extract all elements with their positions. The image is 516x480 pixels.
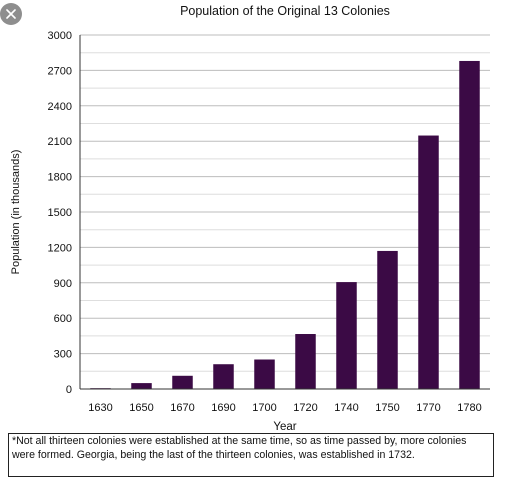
y-tick-label: 2100 [48,136,72,148]
bar-1670 [172,375,193,389]
x-tick-label: 1700 [252,402,276,414]
x-axis-label: Year [273,421,297,433]
bar-1650 [131,383,152,389]
bar-1750 [377,250,398,389]
x-tick-label: 1780 [457,402,481,414]
bar-1770 [418,135,439,389]
chart-title: Population of the Original 13 Colonies [180,4,390,18]
y-tick-label: 300 [54,349,72,361]
y-tick-label: 0 [66,384,72,396]
y-tick-label: 1200 [48,242,72,254]
x-tick-label: 1630 [88,402,112,414]
x-tick-label: 1750 [375,402,399,414]
y-tick-labels: 0 300 600 900 1200 1500 1800 2100 2400 2700 3000 [48,30,72,396]
bar-1780 [459,60,480,390]
x-tick-label: 1670 [170,402,194,414]
close-icon [6,9,16,19]
y-tick-label: 3000 [48,30,72,42]
bars [90,60,480,390]
x-tick-labels: 1630 1650 1670 1690 1700 1720 1740 1750 1770 1780 [88,402,481,414]
bar-1720 [295,334,316,389]
axes [79,35,490,390]
bar-1700 [254,359,275,389]
x-tick-label: 1720 [293,402,317,414]
y-tick-label: 900 [54,278,72,290]
y-tick-label: 600 [54,313,72,325]
y-tick-label: 1800 [48,172,72,184]
x-tick-label: 1770 [416,402,440,414]
x-tick-label: 1650 [129,402,153,414]
x-tick-label: 1740 [334,402,358,414]
close-button[interactable] [0,3,22,25]
y-tick-label: 1500 [48,207,72,219]
bar-1690 [213,364,234,389]
y-tick-label: 2700 [48,65,72,77]
bar-1740 [336,282,357,389]
footnote: *Not all thirteen colonies were establis… [8,433,494,477]
y-tick-label: 2400 [48,101,72,113]
x-tick-label: 1690 [211,402,235,414]
